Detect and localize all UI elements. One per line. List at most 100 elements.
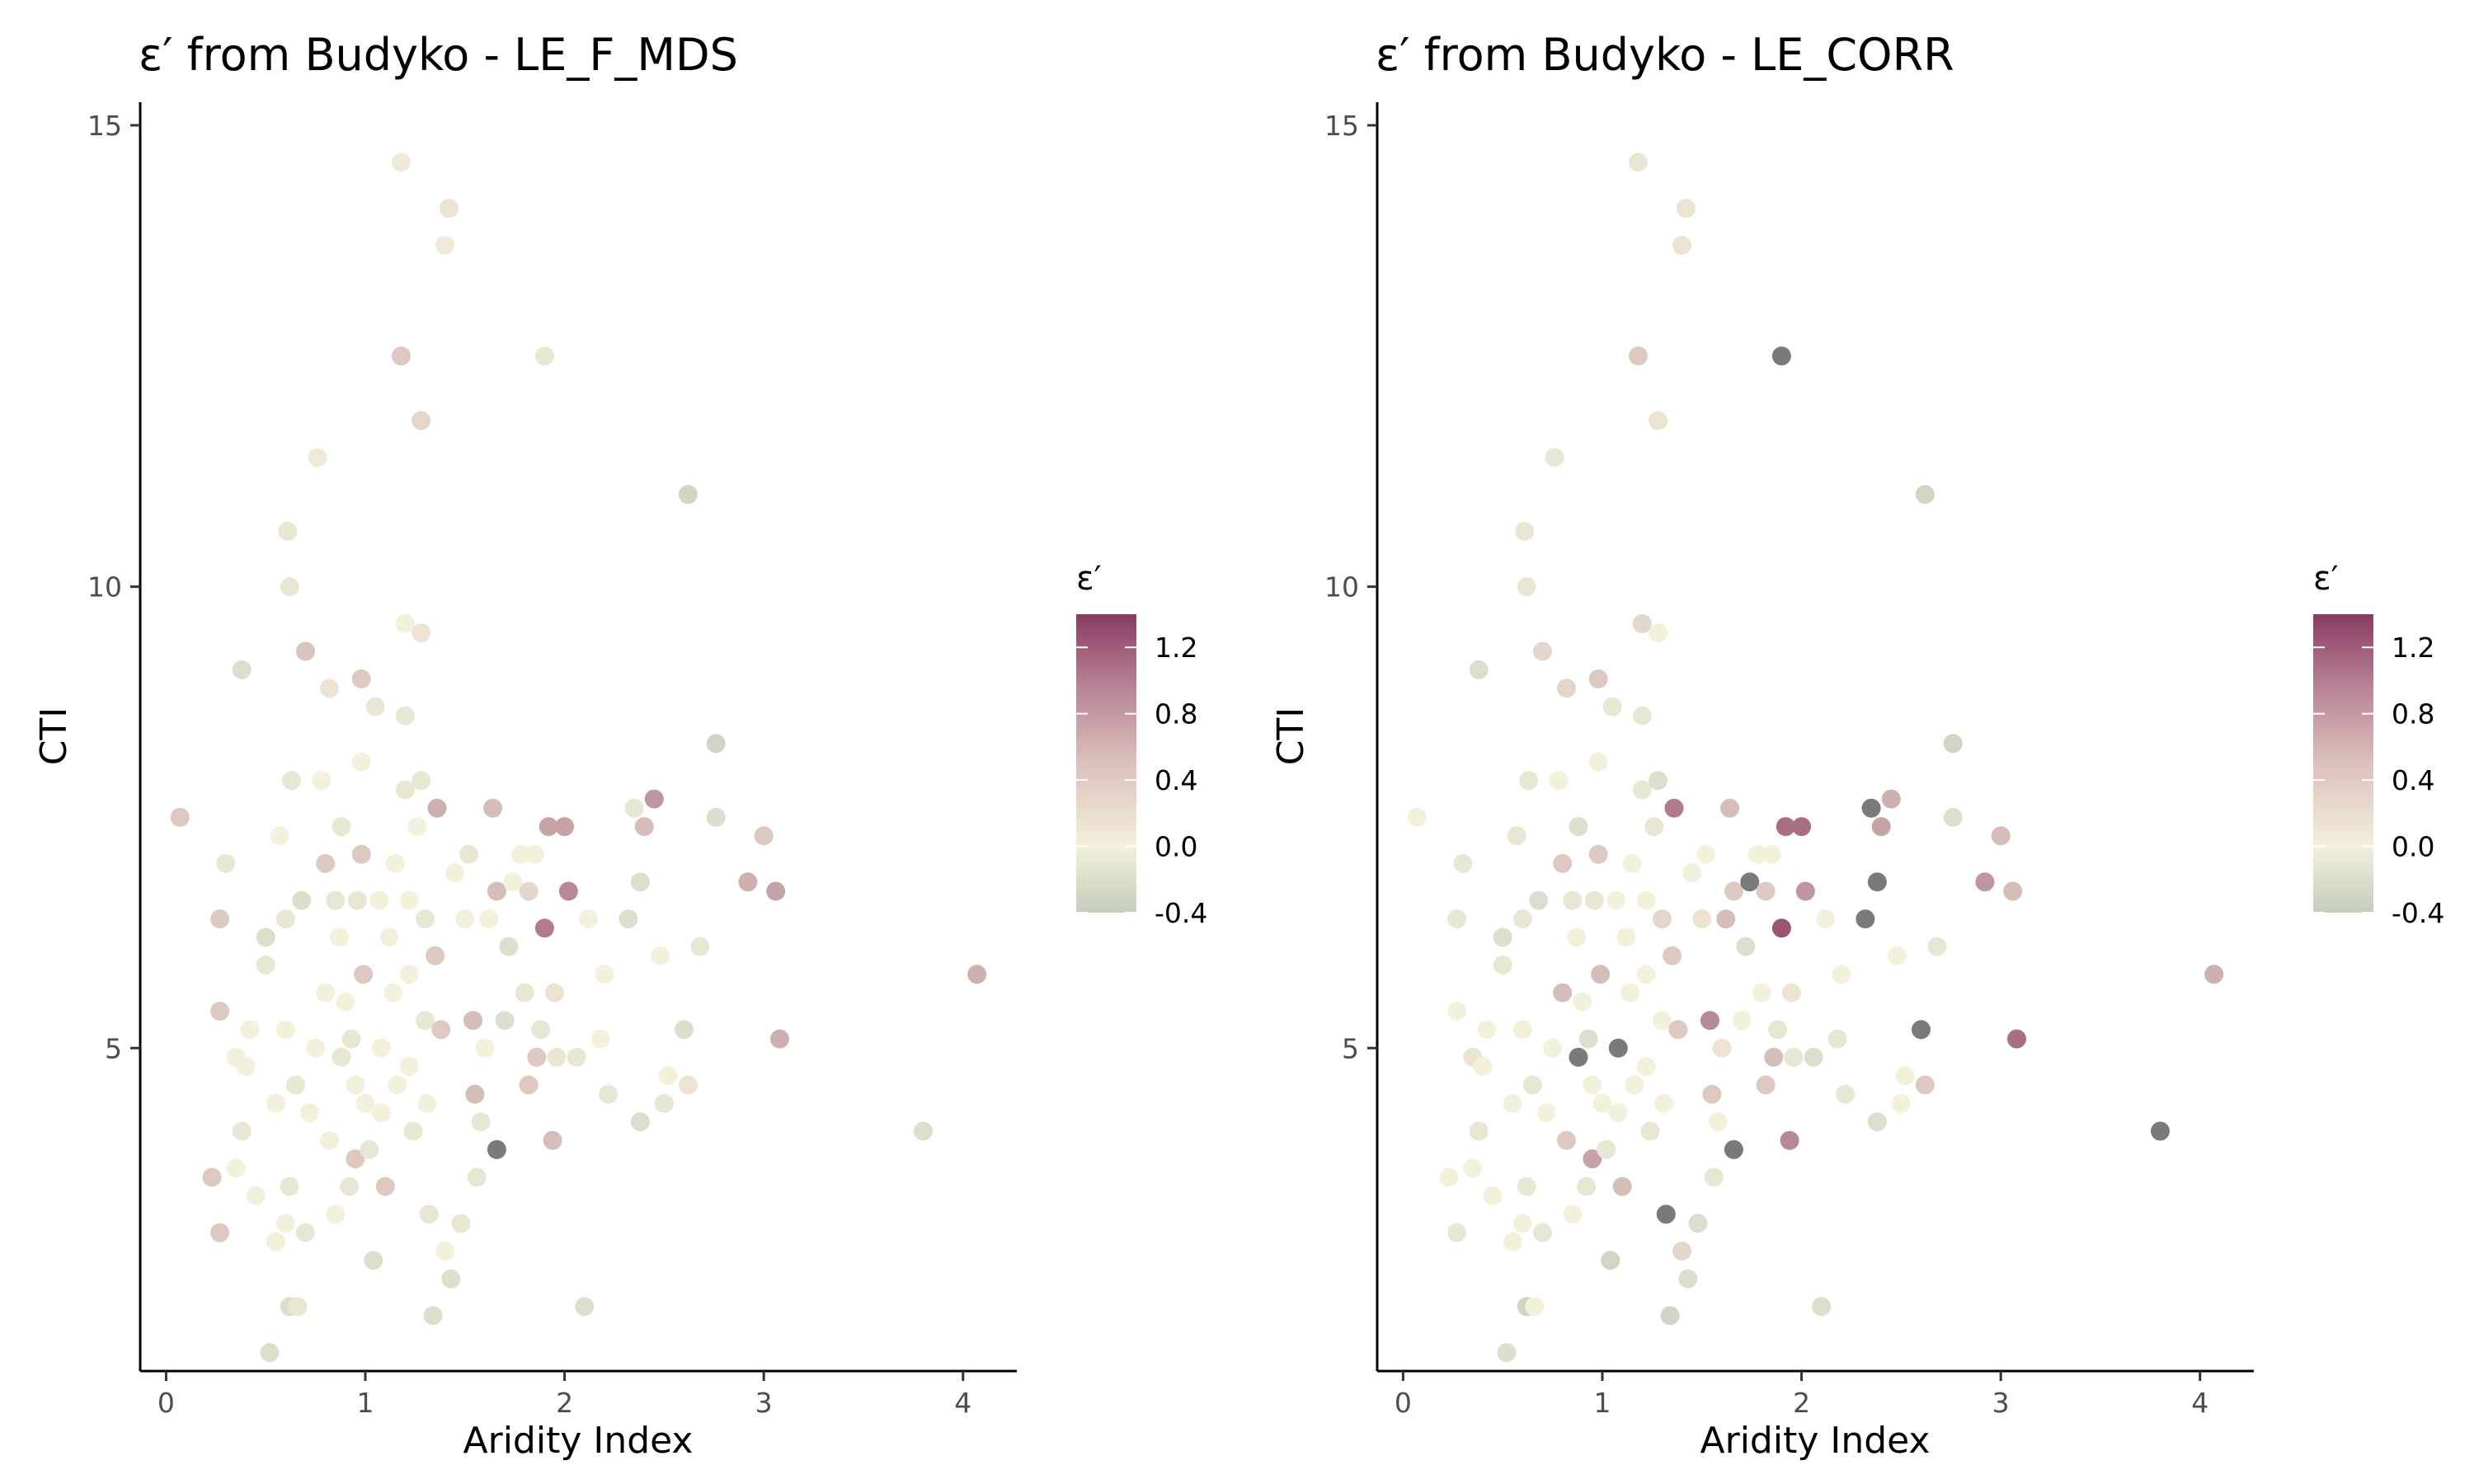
data-point (1649, 411, 1668, 430)
data-point (312, 771, 332, 791)
data-point (1569, 1047, 1588, 1067)
data-point (467, 1167, 487, 1187)
data-point (1732, 1011, 1752, 1031)
data-point (1557, 1130, 1576, 1150)
data-point (431, 1020, 451, 1040)
data-point (1529, 890, 1549, 910)
data-point (599, 1084, 618, 1104)
data-point (1653, 909, 1672, 929)
data-point (417, 1093, 437, 1113)
data-point (1636, 890, 1656, 910)
data-point (1736, 937, 1756, 956)
data-point (1597, 1139, 1616, 1159)
data-point (534, 346, 554, 366)
data-point (412, 623, 431, 643)
data-point (1915, 485, 1935, 505)
data-point (1453, 853, 1473, 873)
data-point (1439, 1167, 1459, 1187)
data-point (399, 890, 419, 910)
data-point (1915, 1075, 1935, 1095)
data-point (216, 853, 236, 873)
data-point (1407, 807, 1427, 827)
data-point (1632, 613, 1652, 633)
data-point (427, 798, 447, 818)
data-point (675, 1020, 694, 1040)
data-point (519, 881, 539, 901)
data-point (226, 1158, 246, 1178)
data-point (1654, 1093, 1674, 1113)
data-point (515, 983, 534, 1003)
data-point (308, 448, 327, 467)
legend-ticks: -0.4 0.0 0.4 0.8 1.2 (2313, 632, 2444, 929)
data-point (545, 983, 564, 1003)
data-point (360, 1139, 379, 1159)
data-point (1861, 798, 1881, 818)
data-point (1622, 853, 1642, 873)
data-point (1469, 660, 1489, 679)
data-point (232, 660, 252, 679)
x-tick-label: 3 (755, 1387, 773, 1419)
data-point (1629, 346, 1648, 366)
data-point (967, 965, 987, 984)
legend-title: ε′ (1076, 560, 1102, 598)
data-point (1812, 1297, 1832, 1317)
data-point (1497, 1343, 1517, 1363)
chart-title: ε′ from Budyko - LE_F_MDS (139, 29, 738, 81)
data-point (232, 1121, 252, 1141)
data-point (340, 1176, 360, 1196)
data-point (364, 1251, 383, 1270)
data-point (435, 1242, 455, 1261)
legend-title: ε′ (2313, 560, 2339, 598)
data-point (278, 522, 298, 541)
data-point (706, 734, 726, 754)
data-point (296, 641, 315, 661)
data-point (534, 918, 554, 938)
data-point (1477, 1020, 1497, 1040)
y-tick-label: 15 (87, 110, 122, 142)
data-point (1740, 872, 1760, 892)
data-point (1591, 965, 1611, 984)
data-point (1525, 1297, 1545, 1317)
data-point (1553, 983, 1573, 1003)
data-point (524, 844, 544, 864)
x-axis-title: Aridity Index (1700, 1420, 1931, 1462)
data-point (1602, 697, 1622, 716)
data-point (1912, 1020, 1931, 1040)
data-point (1792, 817, 1812, 837)
data-point (351, 844, 371, 864)
data-point (1895, 1066, 1915, 1086)
data-point (296, 1223, 315, 1242)
data-point (292, 890, 312, 910)
y-tick-label: 10 (1324, 571, 1359, 603)
data-point (426, 946, 445, 965)
data-point (332, 817, 351, 837)
data-point (392, 153, 411, 172)
data-point (1578, 1029, 1598, 1049)
data-point (1656, 1205, 1676, 1224)
data-point (654, 1093, 674, 1113)
data-point (419, 1205, 439, 1224)
data-point (1515, 522, 1535, 541)
data-point (2003, 881, 2023, 901)
data-point (1856, 909, 1875, 929)
data-point (412, 411, 431, 430)
legend-tick-label: 0.0 (2392, 831, 2434, 863)
data-point (567, 1047, 586, 1067)
data-point (555, 817, 575, 837)
data-point (355, 1093, 375, 1113)
data-point (1867, 872, 1887, 892)
data-point (1784, 1047, 1804, 1067)
data-point (392, 346, 411, 366)
data-point (320, 679, 339, 698)
data-point (914, 1121, 933, 1141)
data-point (1649, 623, 1668, 643)
data-point (260, 1343, 280, 1363)
data-point (375, 1176, 395, 1196)
data-point (1447, 1002, 1467, 1021)
data-point (1557, 679, 1576, 698)
data-point (1606, 890, 1626, 910)
data-point (1720, 798, 1740, 818)
data-point (1644, 817, 1664, 837)
legend-tick-label: -0.4 (2392, 897, 2444, 929)
data-point (475, 1038, 495, 1058)
